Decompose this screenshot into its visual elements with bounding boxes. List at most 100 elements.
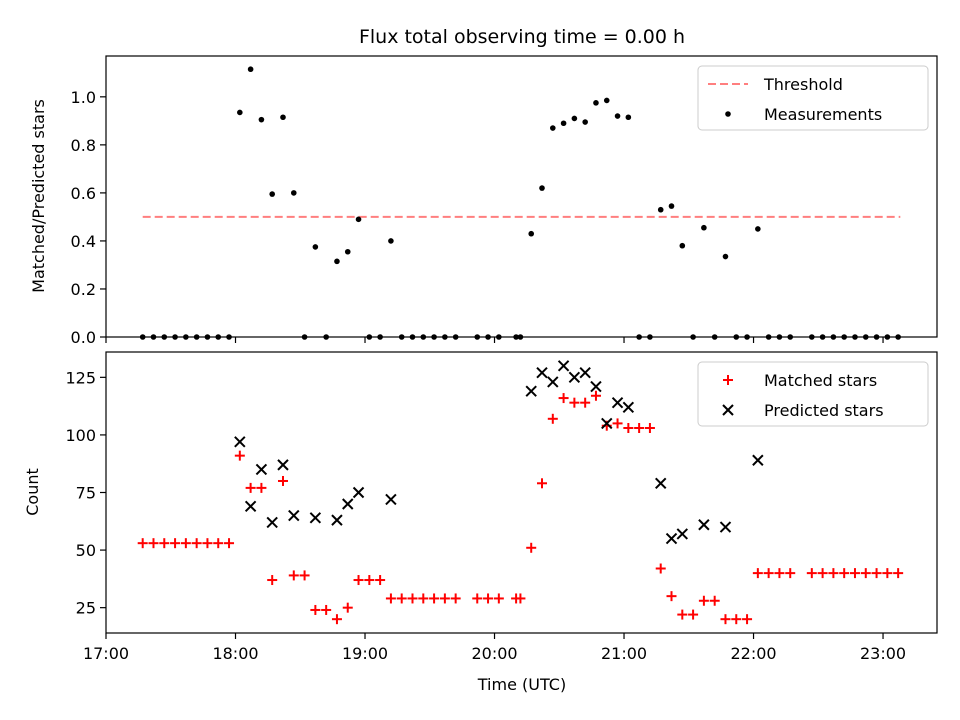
matched-stars-point	[558, 393, 569, 404]
y-tick-label: 50	[76, 541, 96, 560]
matched-stars-point	[429, 593, 440, 604]
predicted-stars-point	[601, 417, 613, 430]
predicted-stars-point	[536, 367, 548, 379]
top-panel: 0.0 0.2 0.4 0.6 0.8 1.0 Threshold Measurements	[71, 55, 938, 347]
matched-stars-point	[720, 614, 731, 625]
predicted-stars-point	[288, 509, 300, 522]
matched-stars-point	[213, 538, 224, 549]
matched-stars-point	[677, 609, 688, 620]
matched-stars-point	[234, 450, 245, 461]
matched-stars-point	[547, 413, 558, 424]
matched-stars-point	[353, 575, 364, 586]
matched-stars-point	[224, 538, 235, 549]
matched-stars-point	[698, 595, 709, 606]
matched-stars-point	[634, 423, 645, 434]
predicted-stars-point	[525, 385, 537, 397]
matched-stars-point	[526, 542, 537, 553]
x-tick-label: 20:00	[471, 644, 517, 663]
y-tick-label: 0.4	[71, 232, 96, 251]
y-tick-label: 100	[65, 426, 96, 445]
measurement-point	[614, 113, 621, 119]
predicted-stars-point	[568, 371, 581, 384]
matched-stars-point	[817, 568, 828, 579]
measurement-point	[355, 216, 362, 223]
legend-predicted-marker	[722, 404, 734, 416]
matched-stars-point	[256, 482, 267, 493]
measurement-point	[312, 244, 319, 250]
measurement-point	[269, 191, 276, 197]
legend: Threshold Measurements	[697, 65, 929, 131]
matched-stars-point	[580, 397, 591, 408]
predicted-stars-point	[752, 454, 764, 466]
matched-stars-point	[806, 568, 817, 579]
matched-stars-point	[331, 614, 342, 625]
matched-stars-point	[407, 593, 418, 604]
matched-stars-point	[202, 538, 213, 549]
matched-stars-point	[688, 609, 699, 620]
matched-stars-point	[375, 575, 386, 586]
legend-label: Matched stars	[764, 371, 877, 390]
matched-stars-point	[515, 593, 526, 604]
predicted-stars-point	[590, 380, 602, 393]
matched-stars-point	[385, 593, 396, 604]
measurement-point	[657, 206, 664, 213]
matched-stars-point	[439, 593, 450, 604]
matched-stars-point	[742, 614, 753, 625]
y-tick-label: 125	[65, 368, 96, 387]
measurement-point	[679, 242, 686, 249]
series-matched-stars	[137, 390, 904, 625]
matched-stars-point	[170, 538, 181, 549]
predicted-stars-point	[309, 512, 322, 524]
x-tick-label: 18:00	[212, 644, 258, 663]
matched-stars-point	[472, 593, 483, 604]
y-tick-label: 1.0	[71, 88, 96, 107]
matched-stars-point	[342, 602, 353, 613]
predicted-stars-point	[622, 401, 635, 413]
predicted-stars-point	[557, 360, 570, 372]
measurement-point	[247, 66, 254, 73]
y-tick-label: 25	[76, 599, 96, 618]
matched-stars-point	[180, 538, 191, 549]
legend-label: Predicted stars	[764, 401, 884, 420]
measurement-point	[344, 248, 351, 255]
y-tick-label: 0.2	[71, 280, 96, 299]
matched-stars-point	[882, 568, 893, 579]
matched-stars-point	[245, 482, 256, 493]
predicted-stars-point	[719, 521, 732, 533]
measurement-point	[334, 258, 340, 265]
matched-stars-point	[839, 568, 850, 579]
predicted-stars-point	[244, 500, 257, 513]
predicted-stars-point	[266, 516, 278, 529]
legend-label: Measurements	[764, 105, 882, 124]
legend-label: Threshold	[763, 75, 843, 94]
matched-stars-point	[450, 593, 461, 604]
matched-stars-point	[709, 595, 720, 606]
bottom-y-axis-label: Count	[23, 468, 42, 516]
matched-stars-point	[267, 575, 278, 586]
matched-stars-point	[299, 570, 310, 581]
top-y-axis-label: Matched/Predicted stars	[29, 99, 48, 293]
x-tick-label: 21:00	[601, 644, 647, 663]
matched-stars-point	[483, 593, 494, 604]
measurement-point	[237, 109, 243, 116]
measurement-point	[539, 185, 545, 191]
predicted-stars-point	[342, 498, 354, 510]
predicted-stars-point	[385, 493, 397, 506]
y-tick-label: 0.0	[71, 328, 96, 347]
x-tick-label: 19:00	[342, 644, 388, 663]
x-tick-label: 22:00	[730, 644, 776, 663]
y-tick-label: 0.8	[71, 136, 96, 155]
matched-stars-point	[731, 614, 742, 625]
matched-stars-point	[623, 423, 634, 434]
legend-matched-marker	[723, 375, 733, 385]
measurement-point	[528, 230, 535, 237]
matched-stars-point	[860, 568, 871, 579]
measurement-point	[258, 116, 265, 123]
matched-stars-point	[849, 568, 860, 579]
predicted-stars-point	[611, 396, 624, 409]
bottom-panel: 25 50 75 100 125 17:00 18:00 19:00 20:00 21:00 22:…	[65, 351, 938, 663]
predicted-stars-point	[277, 459, 289, 471]
matched-stars-point	[666, 591, 677, 602]
measurement-point	[388, 238, 394, 244]
